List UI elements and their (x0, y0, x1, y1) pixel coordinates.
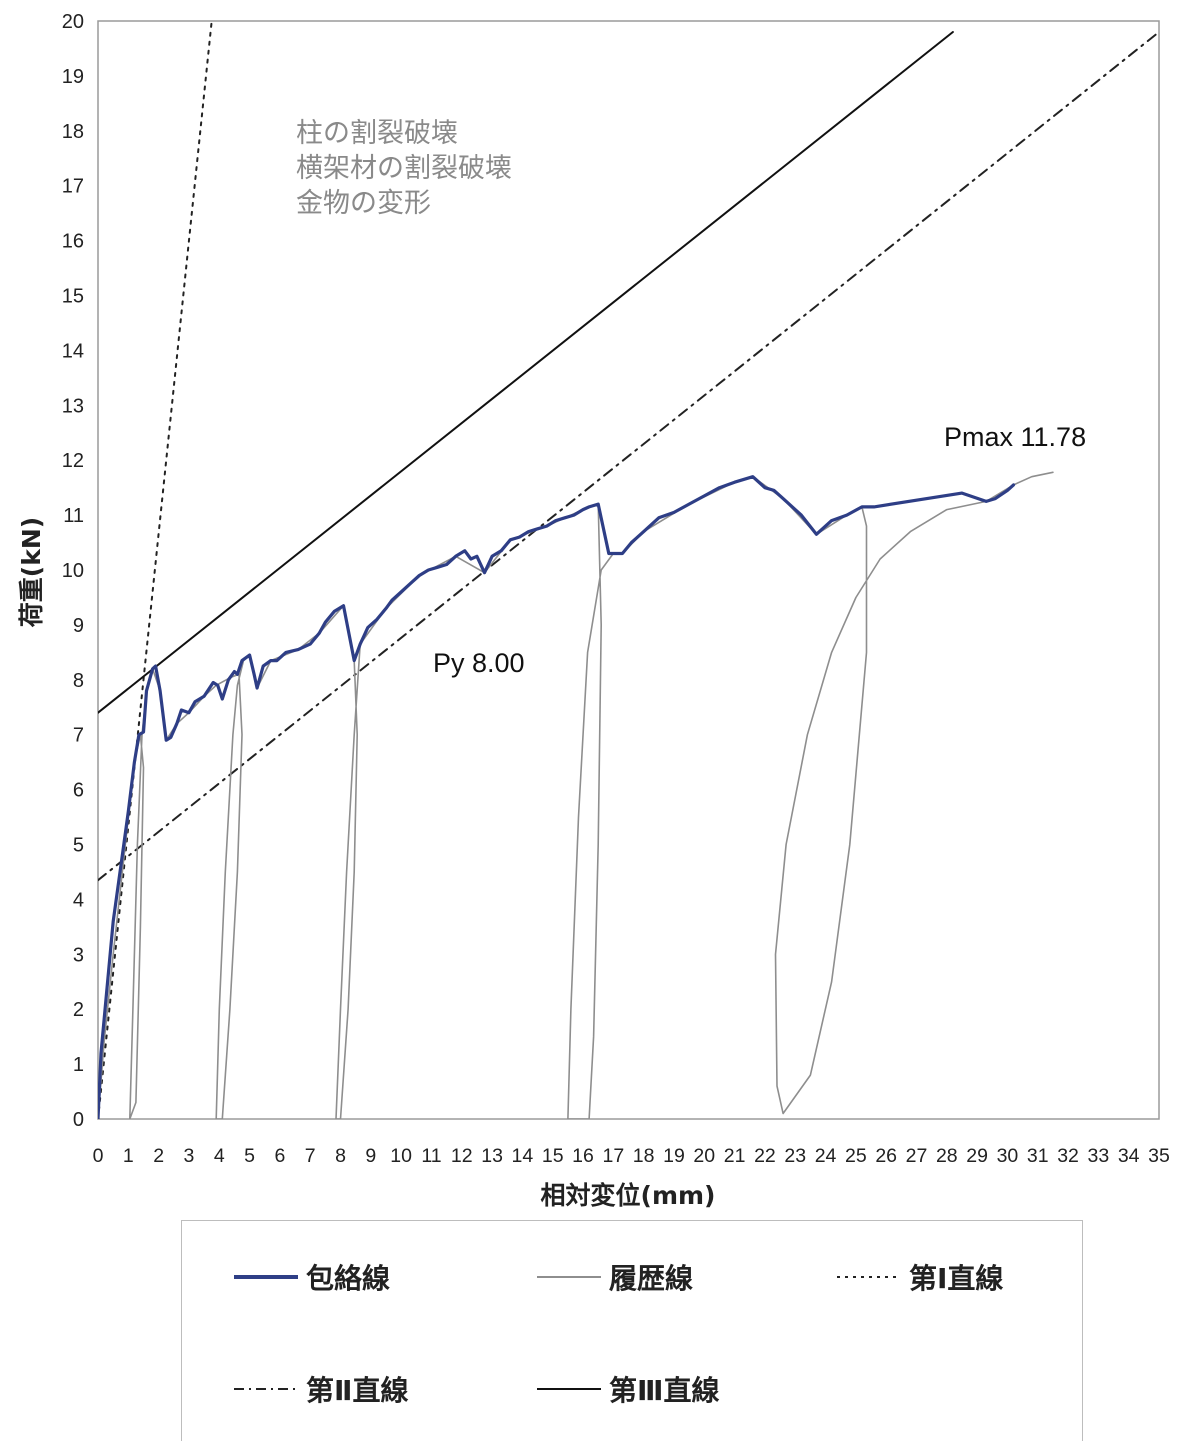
x-axis-label: 相対変位(mm) (541, 1181, 716, 1210)
x-tick-label: 19 (663, 1145, 685, 1167)
y-tick-label: 6 (73, 780, 84, 802)
x-tick-label: 15 (542, 1145, 564, 1167)
legend-item-envelope: 包絡線 (234, 1257, 390, 1297)
y-axis-label: 荷重(kN) (17, 517, 46, 627)
x-tick-label: 13 (481, 1145, 503, 1167)
x-tick-label: 2 (153, 1145, 164, 1167)
y-tick-label: 0 (73, 1109, 84, 1131)
x-tick-label: 26 (875, 1145, 897, 1167)
y-tick-label: 16 (62, 231, 84, 253)
x-tick-label: 34 (1118, 1145, 1140, 1167)
x-tick-label: 31 (1027, 1145, 1049, 1167)
legend-label-line-2: 第Ⅱ直線 (306, 1374, 409, 1407)
plot-frame (97, 20, 1160, 1120)
x-tick-label: 22 (754, 1145, 776, 1167)
straight-line-3 (98, 31, 954, 714)
y-tick-label: 10 (62, 560, 84, 582)
y-tick-label: 20 (62, 11, 84, 33)
envelope-line (98, 475, 1016, 1119)
x-tick-label: 12 (451, 1145, 473, 1167)
legend-item-line-3: 第Ⅲ直線 (537, 1369, 719, 1409)
x-tick-label: 0 (93, 1145, 104, 1167)
legend-item-line-1: 第Ⅰ直線 (837, 1257, 1003, 1297)
legend-swatch-line-1 (837, 1276, 901, 1278)
y-tick-label: 4 (73, 889, 84, 911)
y-tick-label: 11 (63, 505, 84, 527)
legend-swatch-envelope (234, 1275, 298, 1279)
x-tick-label: 11 (421, 1145, 441, 1167)
x-tick-label: 33 (1088, 1145, 1110, 1167)
y-tick-label: 15 (62, 286, 84, 308)
x-tick-label: 3 (184, 1145, 195, 1167)
x-tick-label: 27 (906, 1145, 928, 1167)
x-tick-label: 5 (244, 1145, 255, 1167)
x-tick-label: 9 (365, 1145, 376, 1167)
x-tick-label: 17 (602, 1145, 624, 1167)
x-tick-label: 4 (214, 1145, 225, 1167)
y-tick-label: 12 (62, 450, 84, 472)
legend-label-line-1: 第Ⅰ直線 (909, 1262, 1004, 1295)
y-tick-label: 3 (73, 944, 84, 966)
y-tick-label: 18 (62, 121, 84, 143)
x-tick-label: 6 (274, 1145, 285, 1167)
failure-note-1: 柱の割裂破壊 (296, 118, 458, 149)
x-tick-label: 10 (390, 1145, 412, 1167)
x-tick-label: 21 (724, 1145, 746, 1167)
x-tick-label: 24 (815, 1145, 837, 1167)
x-tick-label: 29 (966, 1145, 988, 1167)
py-annotation: Py 8.00 (433, 648, 525, 678)
x-tick-label: 23 (784, 1145, 806, 1167)
legend-label-hysteresis: 履歴線 (609, 1262, 694, 1295)
y-tick-label: 1 (73, 1054, 84, 1076)
y-tick-label: 2 (73, 999, 84, 1021)
x-tick-label: 30 (997, 1145, 1019, 1167)
x-tick-label: 18 (633, 1145, 655, 1167)
x-tick-label: 25 (845, 1145, 867, 1167)
x-tick-label: 28 (936, 1145, 958, 1167)
y-tick-label: 5 (73, 835, 84, 857)
chart-marks (98, 21, 1159, 1119)
legend-label-envelope: 包絡線 (306, 1262, 391, 1295)
x-tick-label: 14 (512, 1145, 534, 1167)
y-tick-label: 17 (62, 176, 84, 198)
x-tick-label: 20 (693, 1145, 715, 1167)
straight-line-2 (98, 31, 1159, 882)
x-tick-label: 16 (572, 1145, 594, 1167)
legend-swatch-line-2 (234, 1388, 298, 1390)
y-tick-label: 7 (73, 725, 84, 747)
legend-item-line-2: 第Ⅱ直線 (234, 1369, 408, 1409)
legend-item-hysteresis: 履歴線 (537, 1257, 693, 1297)
straight-line-1 (98, 21, 213, 1119)
legend-label-line-3: 第Ⅲ直線 (609, 1374, 720, 1407)
pmax-annotation: Pmax 11.78 (944, 422, 1086, 452)
x-tick-label: 7 (305, 1145, 316, 1167)
y-tick-label: 8 (73, 670, 84, 692)
y-tick-label: 19 (62, 66, 84, 88)
legend-swatch-line-3 (537, 1388, 601, 1390)
x-tick-label: 1 (123, 1145, 134, 1167)
x-tick-label: 32 (1057, 1145, 1079, 1167)
y-tick-label: 13 (62, 395, 84, 417)
x-tick-label: 35 (1148, 1145, 1170, 1167)
legend-swatch-hysteresis (537, 1276, 601, 1278)
x-tick-label: 8 (335, 1145, 346, 1167)
failure-note-2: 横架材の割裂破壊 (296, 153, 512, 184)
failure-note-3: 金物の変形 (296, 188, 431, 219)
y-tick-label: 9 (73, 615, 84, 637)
x-tick-labels: 0 1 2 3 4 5 6 7 8 9 10 11 12 13 14 15 16 17 18 19 20 21 22 23 24… (93, 1145, 1170, 1167)
legend: 包絡線 履歴線 第Ⅰ直線 第Ⅱ直線 第Ⅲ直線 (181, 1220, 1083, 1441)
y-tick-label: 14 (62, 340, 84, 362)
